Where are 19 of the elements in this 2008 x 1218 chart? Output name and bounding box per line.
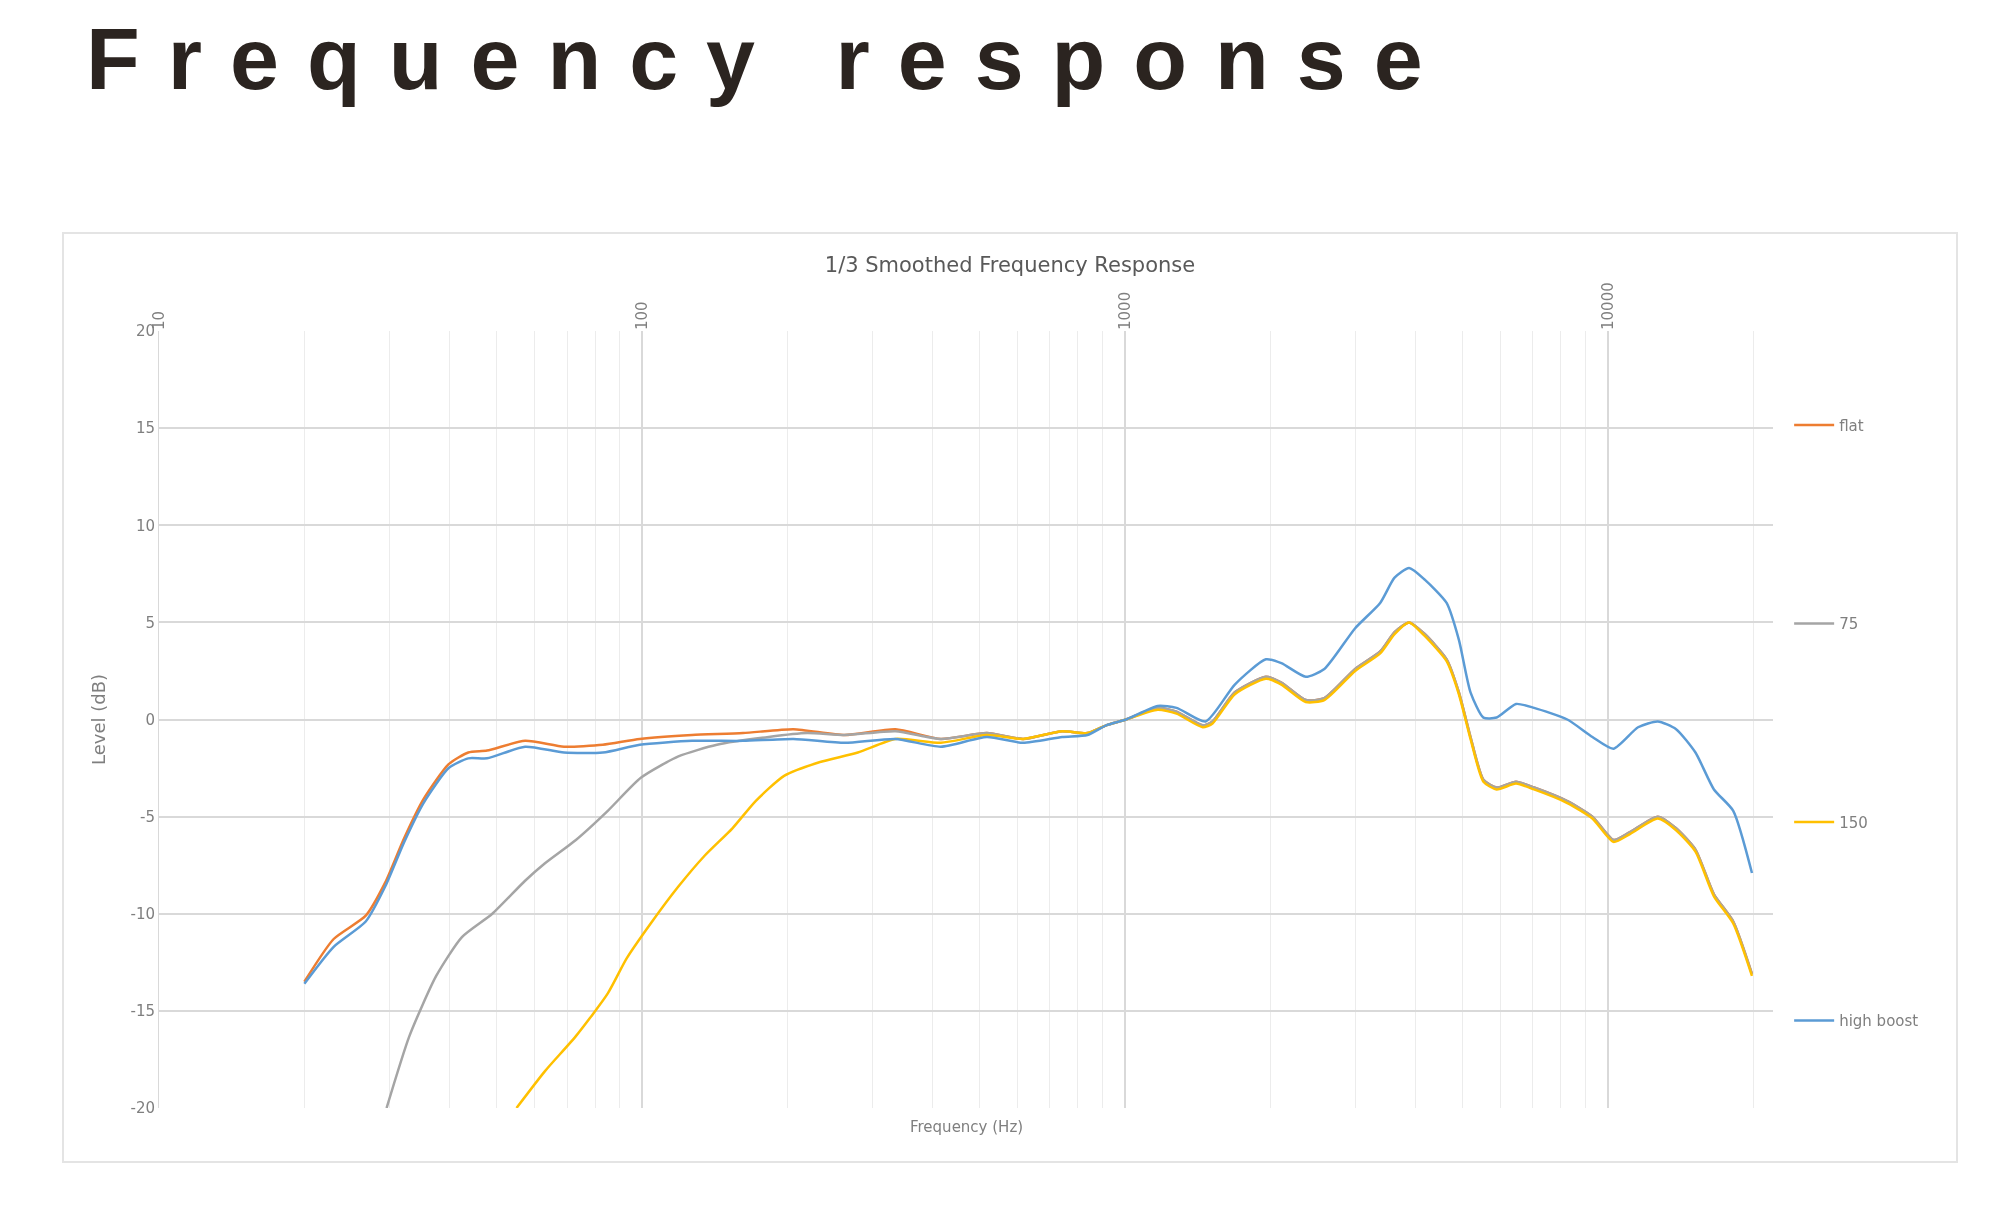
y-tick-label: 10 [135,516,155,535]
x-tick-label: 100 [632,301,651,330]
x-axis-title: Frequency (Hz) [910,1118,1024,1136]
x-tick-label: 10000 [1598,282,1617,330]
y-tick-label: -10 [130,905,155,923]
y-tick-label: -5 [140,807,155,826]
y-tick-label: 5 [145,613,155,632]
y-axis-title: Level (dB) [87,673,109,766]
chart-subtitle: 1/3 Smoothed Frequency Response [824,252,1196,277]
y-tick-label: -20 [130,1099,155,1118]
legend-label: 150 [1839,813,1868,832]
y-tick-label: 0 [145,710,155,729]
legend-label: 75 [1839,615,1859,634]
y-tick-label: -15 [130,1002,155,1021]
y-tick-label: 15 [135,419,155,438]
x-tick-label: 1000 [1115,291,1134,330]
legend-label: flat [1839,416,1864,435]
chart-title: Frequency response [86,8,1451,110]
legend-label: high boost [1839,1012,1919,1031]
